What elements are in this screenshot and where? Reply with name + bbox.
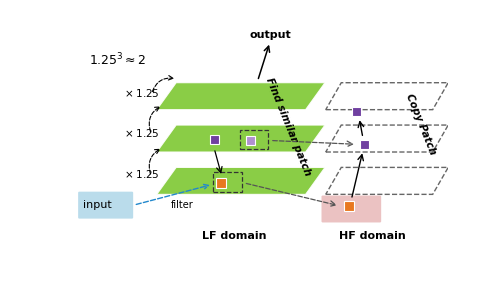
Text: Find similar patch: Find similar patch — [264, 76, 313, 177]
Text: $1.25^3\approx 2$: $1.25^3\approx 2$ — [89, 51, 146, 68]
Text: output: output — [249, 30, 291, 40]
Bar — [352, 107, 362, 116]
Text: HF domain: HF domain — [339, 231, 406, 241]
Text: $\times$ 1.25: $\times$ 1.25 — [124, 127, 160, 139]
Polygon shape — [157, 167, 325, 194]
FancyBboxPatch shape — [322, 196, 381, 223]
Text: Copy Patch: Copy Patch — [404, 92, 438, 156]
Bar — [246, 136, 255, 145]
Text: LF domain: LF domain — [202, 231, 266, 241]
FancyArrowPatch shape — [149, 107, 159, 132]
Bar — [216, 178, 226, 188]
FancyArrowPatch shape — [149, 149, 159, 174]
Bar — [360, 140, 369, 149]
Bar — [344, 201, 354, 211]
Text: $\times$ 1.25: $\times$ 1.25 — [124, 168, 160, 180]
Text: filter: filter — [171, 200, 194, 210]
Bar — [240, 131, 267, 149]
Polygon shape — [157, 83, 325, 110]
FancyArrowPatch shape — [136, 184, 208, 204]
FancyBboxPatch shape — [78, 192, 133, 219]
Polygon shape — [157, 125, 325, 152]
FancyArrowPatch shape — [152, 76, 173, 92]
Bar — [213, 172, 242, 192]
Text: input: input — [83, 200, 112, 210]
Bar — [210, 135, 219, 144]
Text: $\times$ 1.25: $\times$ 1.25 — [124, 87, 160, 99]
